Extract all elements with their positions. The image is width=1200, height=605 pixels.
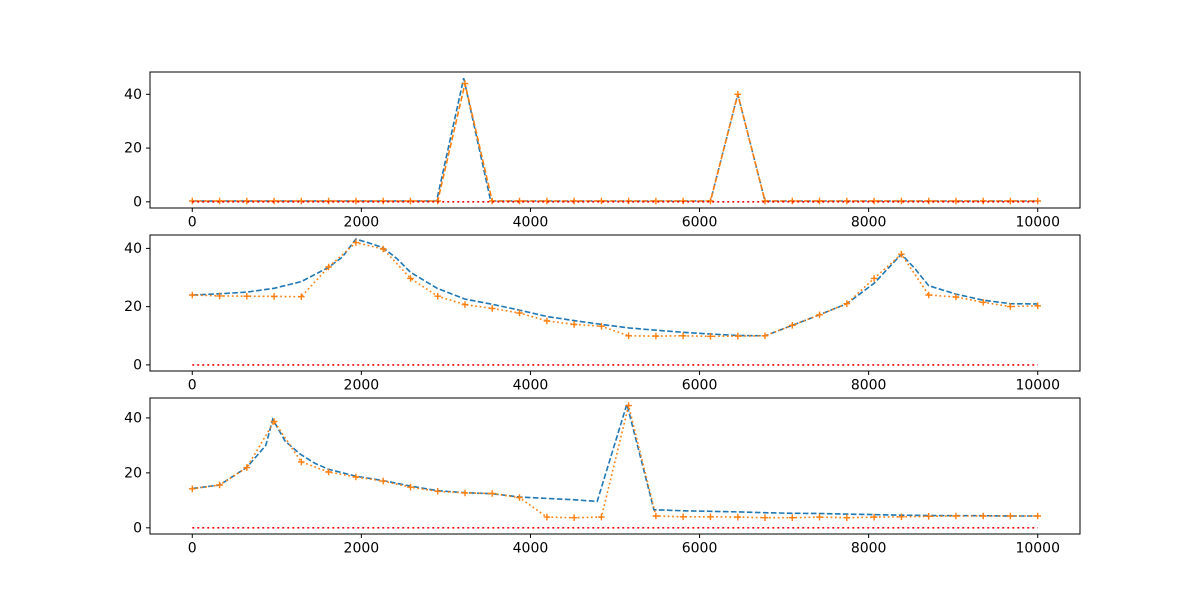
- y-tick-label: 40: [124, 241, 142, 257]
- x-tick-label: 2000: [344, 215, 380, 231]
- plus-marker-set: [189, 239, 1041, 340]
- y-tick-label: 20: [124, 465, 142, 481]
- sampled-signal-orange-dotted: [192, 241, 1038, 338]
- x-tick-label: 10000: [1015, 215, 1060, 231]
- x-tick-label: 4000: [513, 378, 549, 394]
- sampled-signal-orange-dotted: [192, 405, 1038, 519]
- x-tick-label: 4000: [513, 215, 549, 231]
- original-signal-blue-dashed: [192, 401, 1038, 517]
- original-signal-blue-dashed: [192, 78, 1038, 202]
- x-tick-label: 6000: [682, 541, 718, 557]
- x-tick-label: 2000: [344, 541, 380, 557]
- x-tick-label: 8000: [851, 215, 887, 231]
- x-tick-label: 0: [188, 378, 197, 394]
- x-tick-label: 6000: [682, 378, 718, 394]
- y-tick-label: 0: [133, 520, 142, 536]
- subplot-2: 0 2000 4000 6000 8000 10000 0 20 40: [124, 234, 1081, 394]
- axes-box: [149, 397, 1081, 535]
- y-tick-label: 40: [124, 410, 142, 426]
- x-tick-label: 0: [188, 541, 197, 557]
- x-tick-label: 2000: [344, 378, 380, 394]
- subplot-3: 0 2000 4000 6000 8000 10000 0 20 40: [124, 397, 1081, 557]
- axes-box: [149, 71, 1081, 209]
- x-tick-label: 8000: [851, 541, 887, 557]
- x-tick-label: 4000: [513, 541, 549, 557]
- y-tick-label: 20: [124, 299, 142, 315]
- y-tick-label: 0: [133, 357, 142, 373]
- x-tick-label: 8000: [851, 378, 887, 394]
- subplot-1: 0 2000 4000 6000 8000 10000 0 20 40: [124, 71, 1081, 231]
- x-tick-label: 10000: [1015, 541, 1060, 557]
- plus-marker-set: [189, 80, 1041, 205]
- y-tick-label: 0: [133, 194, 142, 210]
- x-tick-label: 6000: [682, 215, 718, 231]
- x-tick-label: 0: [188, 215, 197, 231]
- y-tick-label: 40: [124, 87, 142, 103]
- plus-marker-set: [189, 402, 1041, 521]
- x-tick-label: 10000: [1015, 378, 1060, 394]
- original-signal-blue-dashed: [192, 238, 1038, 337]
- y-tick-label: 20: [124, 141, 142, 157]
- sampled-signal-orange-dashed: [192, 83, 1038, 202]
- axes-box: [149, 234, 1081, 372]
